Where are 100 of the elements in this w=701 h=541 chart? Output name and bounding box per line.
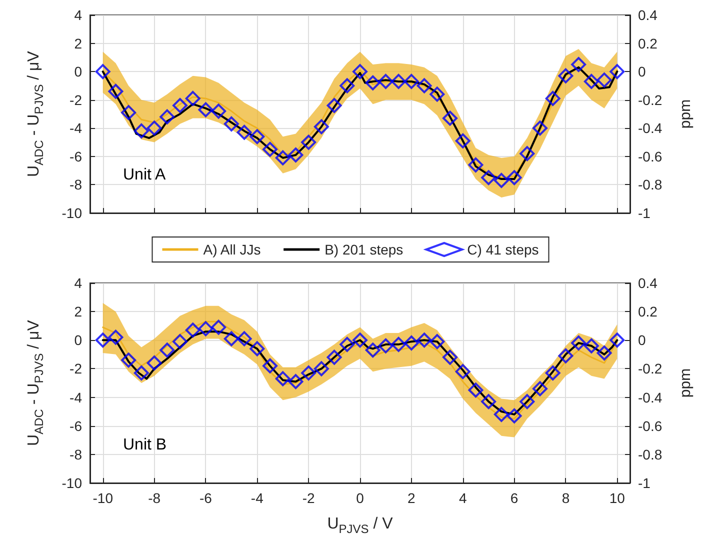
point [211,104,226,119]
point [378,74,394,89]
y-tick-label: -2 [70,92,82,108]
point [545,366,560,380]
y2-tick-label: -0.8 [638,446,662,462]
point [506,408,522,424]
point [340,78,355,94]
point [314,119,329,134]
point [584,338,599,354]
point [558,348,574,364]
y-tick-label: -6 [70,418,82,434]
y2-tick-label: -0.2 [638,360,662,377]
y2-tick-label: -1 [638,475,651,491]
point [404,336,419,350]
y-tick-label: 0 [74,64,82,80]
y2-tick-label: -0.4 [638,120,662,136]
point [340,336,355,352]
point [236,124,252,140]
point [430,86,445,102]
y-tick-label: 0 [74,332,82,348]
point [121,352,136,368]
point [520,394,535,410]
x-tick-label: -2 [302,490,316,506]
point [391,74,406,89]
point [481,394,496,410]
point [185,90,200,106]
y2-tick-label: 0.2 [638,304,658,320]
point [224,331,239,346]
point [468,157,484,172]
y-tick-label: -10 [62,475,82,491]
point [596,72,612,88]
y-tick-label: -10 [62,205,82,221]
point [121,105,136,120]
x-tick-label: -10 [92,490,114,506]
point [95,64,110,80]
x-tick-label: 6 [510,490,518,506]
point [262,142,278,157]
point [506,170,522,186]
y2-axis-title: ppm [677,368,694,398]
legend-label: A) All JJs [203,242,261,258]
y-axis-title: UADC - UPJVS / μV [26,320,46,446]
point [95,332,110,348]
point [185,322,200,338]
point [146,120,162,136]
y-tick-label: -4 [70,389,82,406]
x-tick-label: 4 [458,490,467,506]
legend-label: B) 201 steps [324,242,404,258]
point [532,381,548,396]
point [468,382,484,398]
point [224,116,239,132]
y2-tick-label: 0 [638,64,646,80]
point [160,109,175,124]
y-tick-label: 4 [74,275,82,291]
point [596,346,612,360]
point [236,331,252,346]
y2-tick-label: -0.6 [638,148,662,164]
x-tick-label: -8 [148,490,161,506]
y2-tick-label: -0.8 [638,176,662,193]
y2-tick-label: 0.2 [638,35,658,52]
y-tick-label: -8 [70,176,82,193]
y-tick-label: 2 [74,304,82,320]
y-axis-title: UADC - UPJVS / μV [26,50,46,177]
point [442,110,458,126]
point [365,342,380,358]
y2-tick-label: -0.6 [638,418,662,434]
y2-axis-title: ppm [677,99,694,129]
point [275,371,290,386]
y2-tick-label: 0.4 [638,275,658,291]
point [584,74,599,89]
point [404,74,419,89]
point [250,341,265,356]
y2-tick-label: 0.4 [638,7,658,23]
point [545,90,560,106]
y-tick-label: -2 [70,360,82,377]
legend-label: C) 41 steps [467,242,539,258]
point [494,172,509,188]
point [108,84,124,99]
y-tick-label: -4 [70,120,82,136]
point [532,120,548,136]
point [134,123,149,138]
point [198,321,214,336]
x-tick-label: -6 [199,490,212,506]
point [275,150,290,166]
point [211,320,226,335]
point [571,57,586,72]
point [481,170,496,186]
point [326,350,342,365]
point [571,336,586,350]
point [610,64,625,80]
point [288,374,304,390]
point [365,75,380,90]
y2-tick-label: -1 [638,205,651,221]
point [262,358,278,374]
annotation: Unit A [123,166,166,184]
point [494,406,509,422]
point [108,330,124,345]
point [610,332,625,348]
point [288,148,304,163]
point [391,336,406,352]
point [442,350,458,365]
